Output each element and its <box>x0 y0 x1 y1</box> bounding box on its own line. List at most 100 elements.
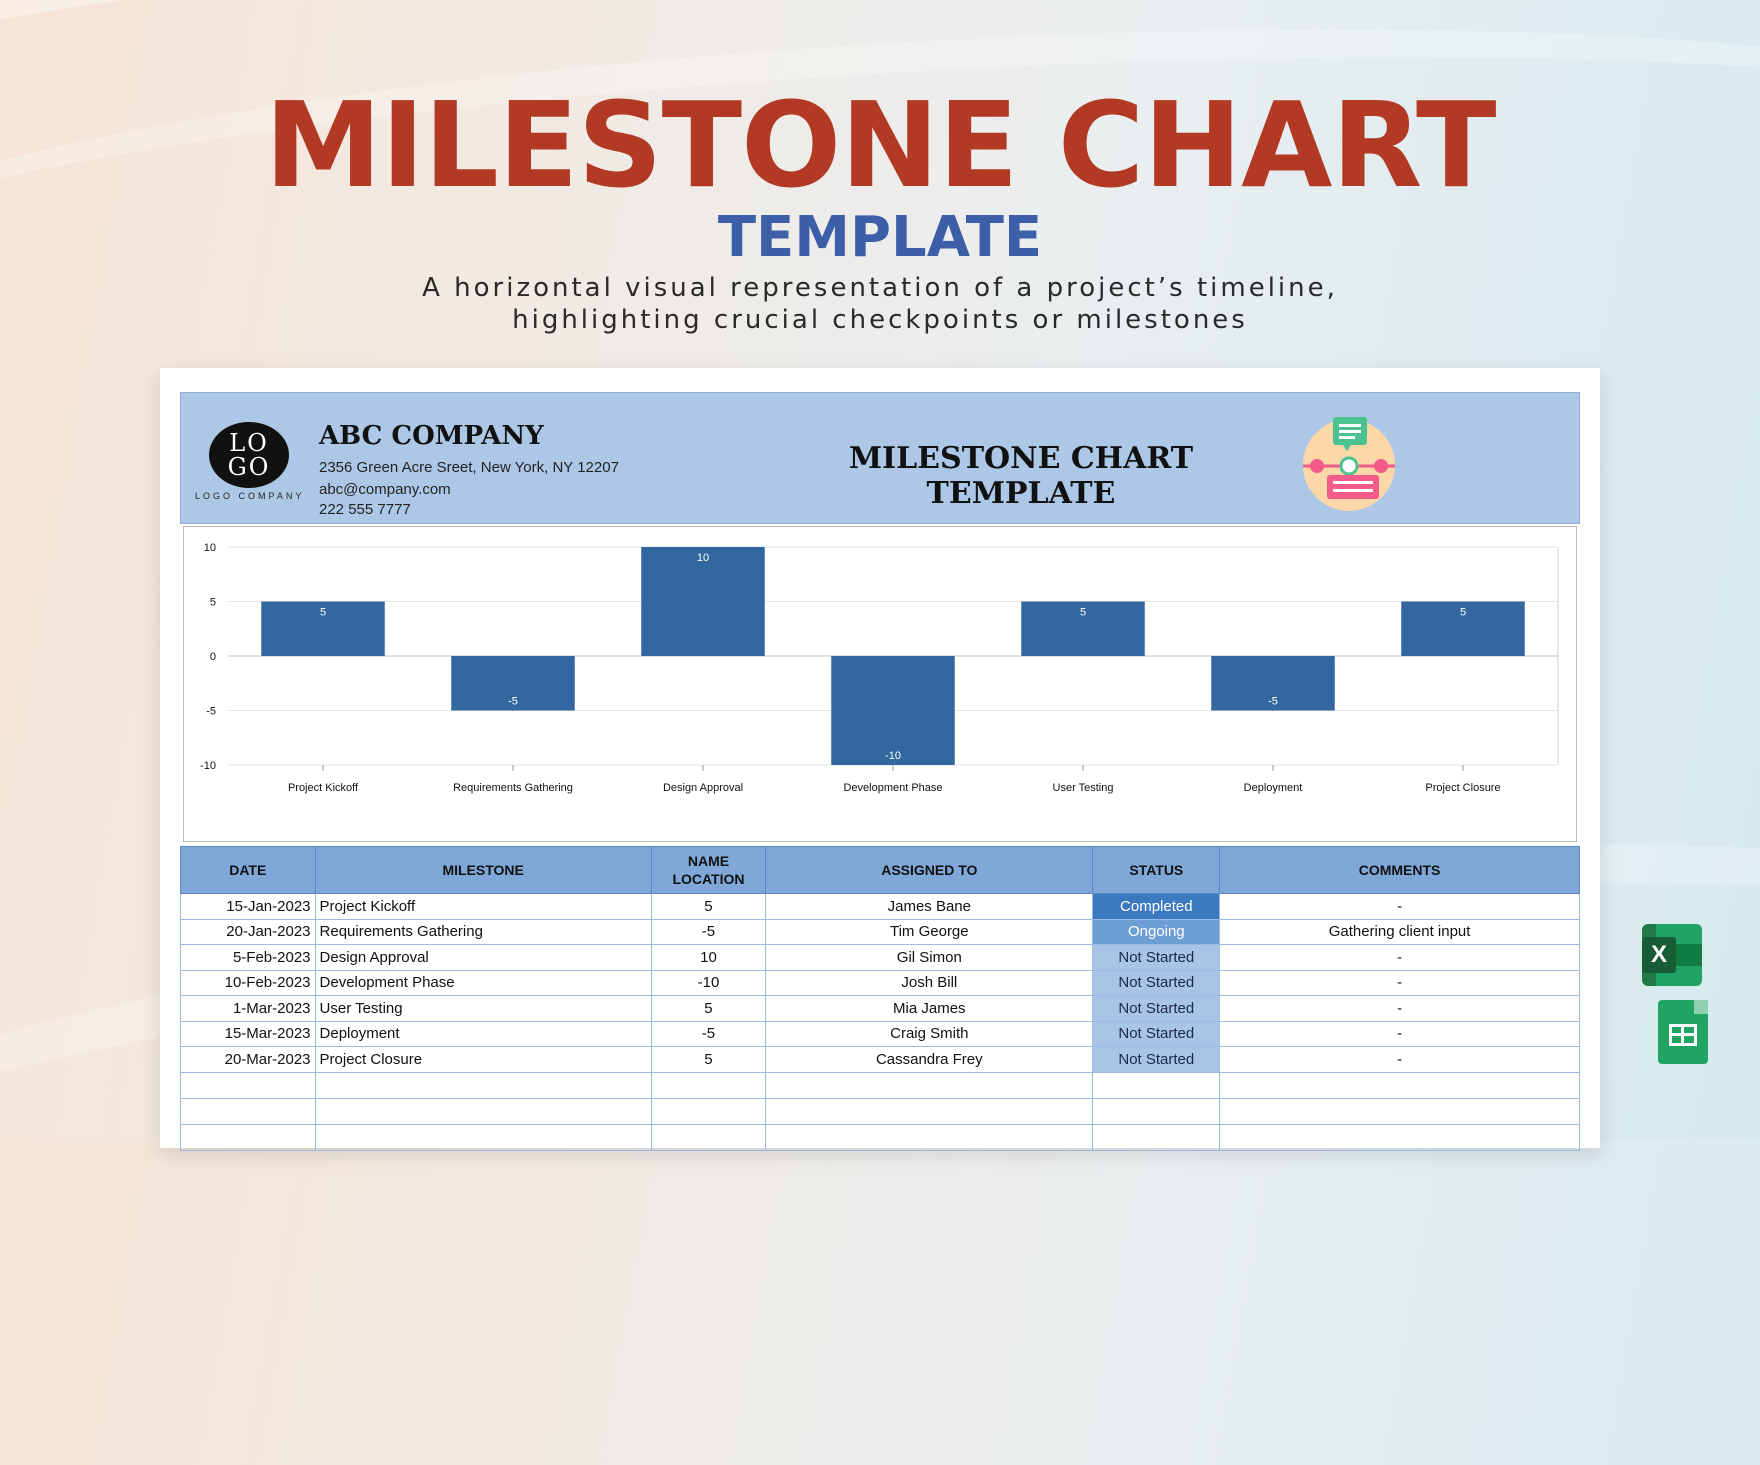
spreadsheet-preview: LO GO LOGO COMPANY ABC COMPANY 2356 Gree… <box>160 368 1600 1151</box>
empty-cell[interactable] <box>650 1097 767 1125</box>
table-row: 15-Mar-2023 Deployment -5 Craig Smith Not St… <box>180 1020 1580 1047</box>
logo-text-line: LO <box>229 429 269 457</box>
milestone-cell[interactable]: Design Approval <box>314 944 652 971</box>
location-cell[interactable]: 5 <box>650 1046 767 1073</box>
comments-cell[interactable]: - <box>1219 995 1580 1022</box>
company-logo: LO GO <box>209 422 289 488</box>
company-address: 2356 Green Acre Sreet, New York, NY 1220… <box>319 459 619 476</box>
location-cell[interactable]: 10 <box>650 944 767 971</box>
empty-cell[interactable] <box>1219 1123 1580 1151</box>
milestone-illustration-icon <box>1303 417 1395 511</box>
empty-cell[interactable] <box>1092 1097 1221 1125</box>
table-header-cell: NAME LOCATION <box>650 846 767 894</box>
milestone-cell[interactable]: Project Closure <box>314 1046 652 1073</box>
excel-icon-letter: X <box>1642 937 1676 973</box>
table-empty-row <box>180 1071 1580 1099</box>
location-cell[interactable]: 5 <box>650 995 767 1022</box>
comments-cell[interactable]: - <box>1219 893 1580 920</box>
date-cell[interactable]: 15-Mar-2023 <box>180 1020 316 1047</box>
empty-cell[interactable] <box>180 1123 316 1151</box>
date-cell[interactable]: 1-Mar-2023 <box>180 995 316 1022</box>
empty-cell[interactable] <box>650 1071 767 1099</box>
date-cell[interactable]: 15-Jan-2023 <box>180 893 316 920</box>
chart-data-label: 5 <box>1460 607 1466 619</box>
chart-x-tick-label: Project Closure <box>1425 782 1500 794</box>
table-header-cell: COMMENTS <box>1219 846 1580 894</box>
chart-data-label: 5 <box>320 607 326 619</box>
chart-bar <box>261 601 385 656</box>
assigned-to-cell[interactable]: Josh Bill <box>765 969 1094 996</box>
empty-cell[interactable] <box>1092 1123 1221 1151</box>
table-row: 5-Feb-2023 Design Approval 10 Gil Simon Not … <box>180 944 1580 971</box>
assigned-to-cell[interactable]: Mia James <box>765 995 1094 1022</box>
hero-title: MILESTONE CHART <box>264 76 1496 214</box>
chart-x-tick-label: Design Approval <box>663 782 743 794</box>
status-cell[interactable]: Not Started <box>1092 1020 1221 1047</box>
hero-subtitle: TEMPLATE <box>717 205 1043 270</box>
date-cell[interactable]: 20-Jan-2023 <box>180 918 316 945</box>
table-header-cell: DATE <box>180 846 316 894</box>
table-body: 15-Jan-2023 Project Kickoff 5 James Bane Com… <box>180 893 1580 1151</box>
sheet-title: MILESTONE CHART TEMPLATE <box>848 441 1194 511</box>
empty-cell[interactable] <box>314 1071 652 1099</box>
empty-cell[interactable] <box>1219 1071 1580 1099</box>
milestone-cell[interactable]: Deployment <box>314 1020 652 1047</box>
chart-bar <box>831 656 955 765</box>
empty-cell[interactable] <box>314 1097 652 1125</box>
table-header-row: DATE MILESTONE NAME LOCATION ASSIGNED TO STA… <box>180 846 1580 894</box>
table-header-cell: ASSIGNED TO <box>765 846 1094 894</box>
chart-y-tick-label: 0 <box>210 651 216 663</box>
empty-cell[interactable] <box>1219 1097 1580 1125</box>
chart-bar <box>1211 656 1335 711</box>
milestone-cell[interactable]: Project Kickoff <box>314 893 652 920</box>
chart-x-tick-label: Project Kickoff <box>288 782 359 794</box>
empty-cell[interactable] <box>765 1071 1094 1099</box>
assigned-to-cell[interactable]: Gil Simon <box>765 944 1094 971</box>
location-cell[interactable]: -10 <box>650 969 767 996</box>
status-cell[interactable]: Not Started <box>1092 944 1221 971</box>
empty-cell[interactable] <box>180 1071 316 1099</box>
date-cell[interactable]: 5-Feb-2023 <box>180 944 316 971</box>
date-cell[interactable]: 20-Mar-2023 <box>180 1046 316 1073</box>
empty-cell[interactable] <box>650 1123 767 1151</box>
table-row: 15-Jan-2023 Project Kickoff 5 James Bane Com… <box>180 893 1580 920</box>
google-sheets-icon[interactable] <box>1658 1000 1708 1064</box>
comments-cell[interactable]: - <box>1219 1046 1580 1073</box>
empty-cell[interactable] <box>314 1123 652 1151</box>
milestone-cell[interactable]: User Testing <box>314 995 652 1022</box>
milestone-bar-chart: 10 5 0 -5 -10 5 Project Kickoff -5 Requirements … <box>200 542 1559 794</box>
chart-bar <box>1401 601 1525 656</box>
milestone-table: DATE MILESTONE NAME LOCATION ASSIGNED TO STA… <box>180 846 1580 1151</box>
sheet-content: LO GO LOGO COMPANY ABC COMPANY 2356 Gree… <box>180 392 1580 1151</box>
empty-cell[interactable] <box>765 1097 1094 1125</box>
table-row: 10-Feb-2023 Development Phase -10 Josh Bill… <box>180 969 1580 996</box>
milestone-cell[interactable]: Requirements Gathering <box>314 918 652 945</box>
sheets-icon-grid-line <box>1681 1024 1684 1046</box>
assigned-to-cell[interactable]: Cassandra Frey <box>765 1046 1094 1073</box>
status-cell[interactable]: Ongoing <box>1092 918 1221 945</box>
empty-cell[interactable] <box>1092 1071 1221 1099</box>
comments-cell[interactable]: - <box>1219 969 1580 996</box>
status-cell[interactable]: Not Started <box>1092 995 1221 1022</box>
table-row: 20-Mar-2023 Project Closure 5 Cassandra Fre… <box>180 1046 1580 1073</box>
milestone-chart: 10 5 0 -5 -10 5 Project Kickoff -5 Requirements … <box>183 526 1577 842</box>
excel-icon[interactable]: X <box>1642 924 1702 986</box>
status-cell[interactable]: Not Started <box>1092 969 1221 996</box>
assigned-to-cell[interactable]: Tim George <box>765 918 1094 945</box>
comments-cell[interactable]: Gathering client input <box>1219 918 1580 945</box>
chart-x-tick-label: Deployment <box>1244 782 1303 794</box>
comments-cell[interactable]: - <box>1219 944 1580 971</box>
status-cell[interactable]: Not Started <box>1092 1046 1221 1073</box>
comments-cell[interactable]: - <box>1219 1020 1580 1047</box>
empty-cell[interactable] <box>180 1097 316 1125</box>
location-cell[interactable]: -5 <box>650 918 767 945</box>
location-cell[interactable]: 5 <box>650 893 767 920</box>
milestone-cell[interactable]: Development Phase <box>314 969 652 996</box>
date-cell[interactable]: 10-Feb-2023 <box>180 969 316 996</box>
location-cell[interactable]: -5 <box>650 1020 767 1047</box>
chart-data-label: -10 <box>885 750 901 762</box>
assigned-to-cell[interactable]: Craig Smith <box>765 1020 1094 1047</box>
empty-cell[interactable] <box>765 1123 1094 1151</box>
assigned-to-cell[interactable]: James Bane <box>765 893 1094 920</box>
status-cell[interactable]: Completed <box>1092 893 1221 920</box>
